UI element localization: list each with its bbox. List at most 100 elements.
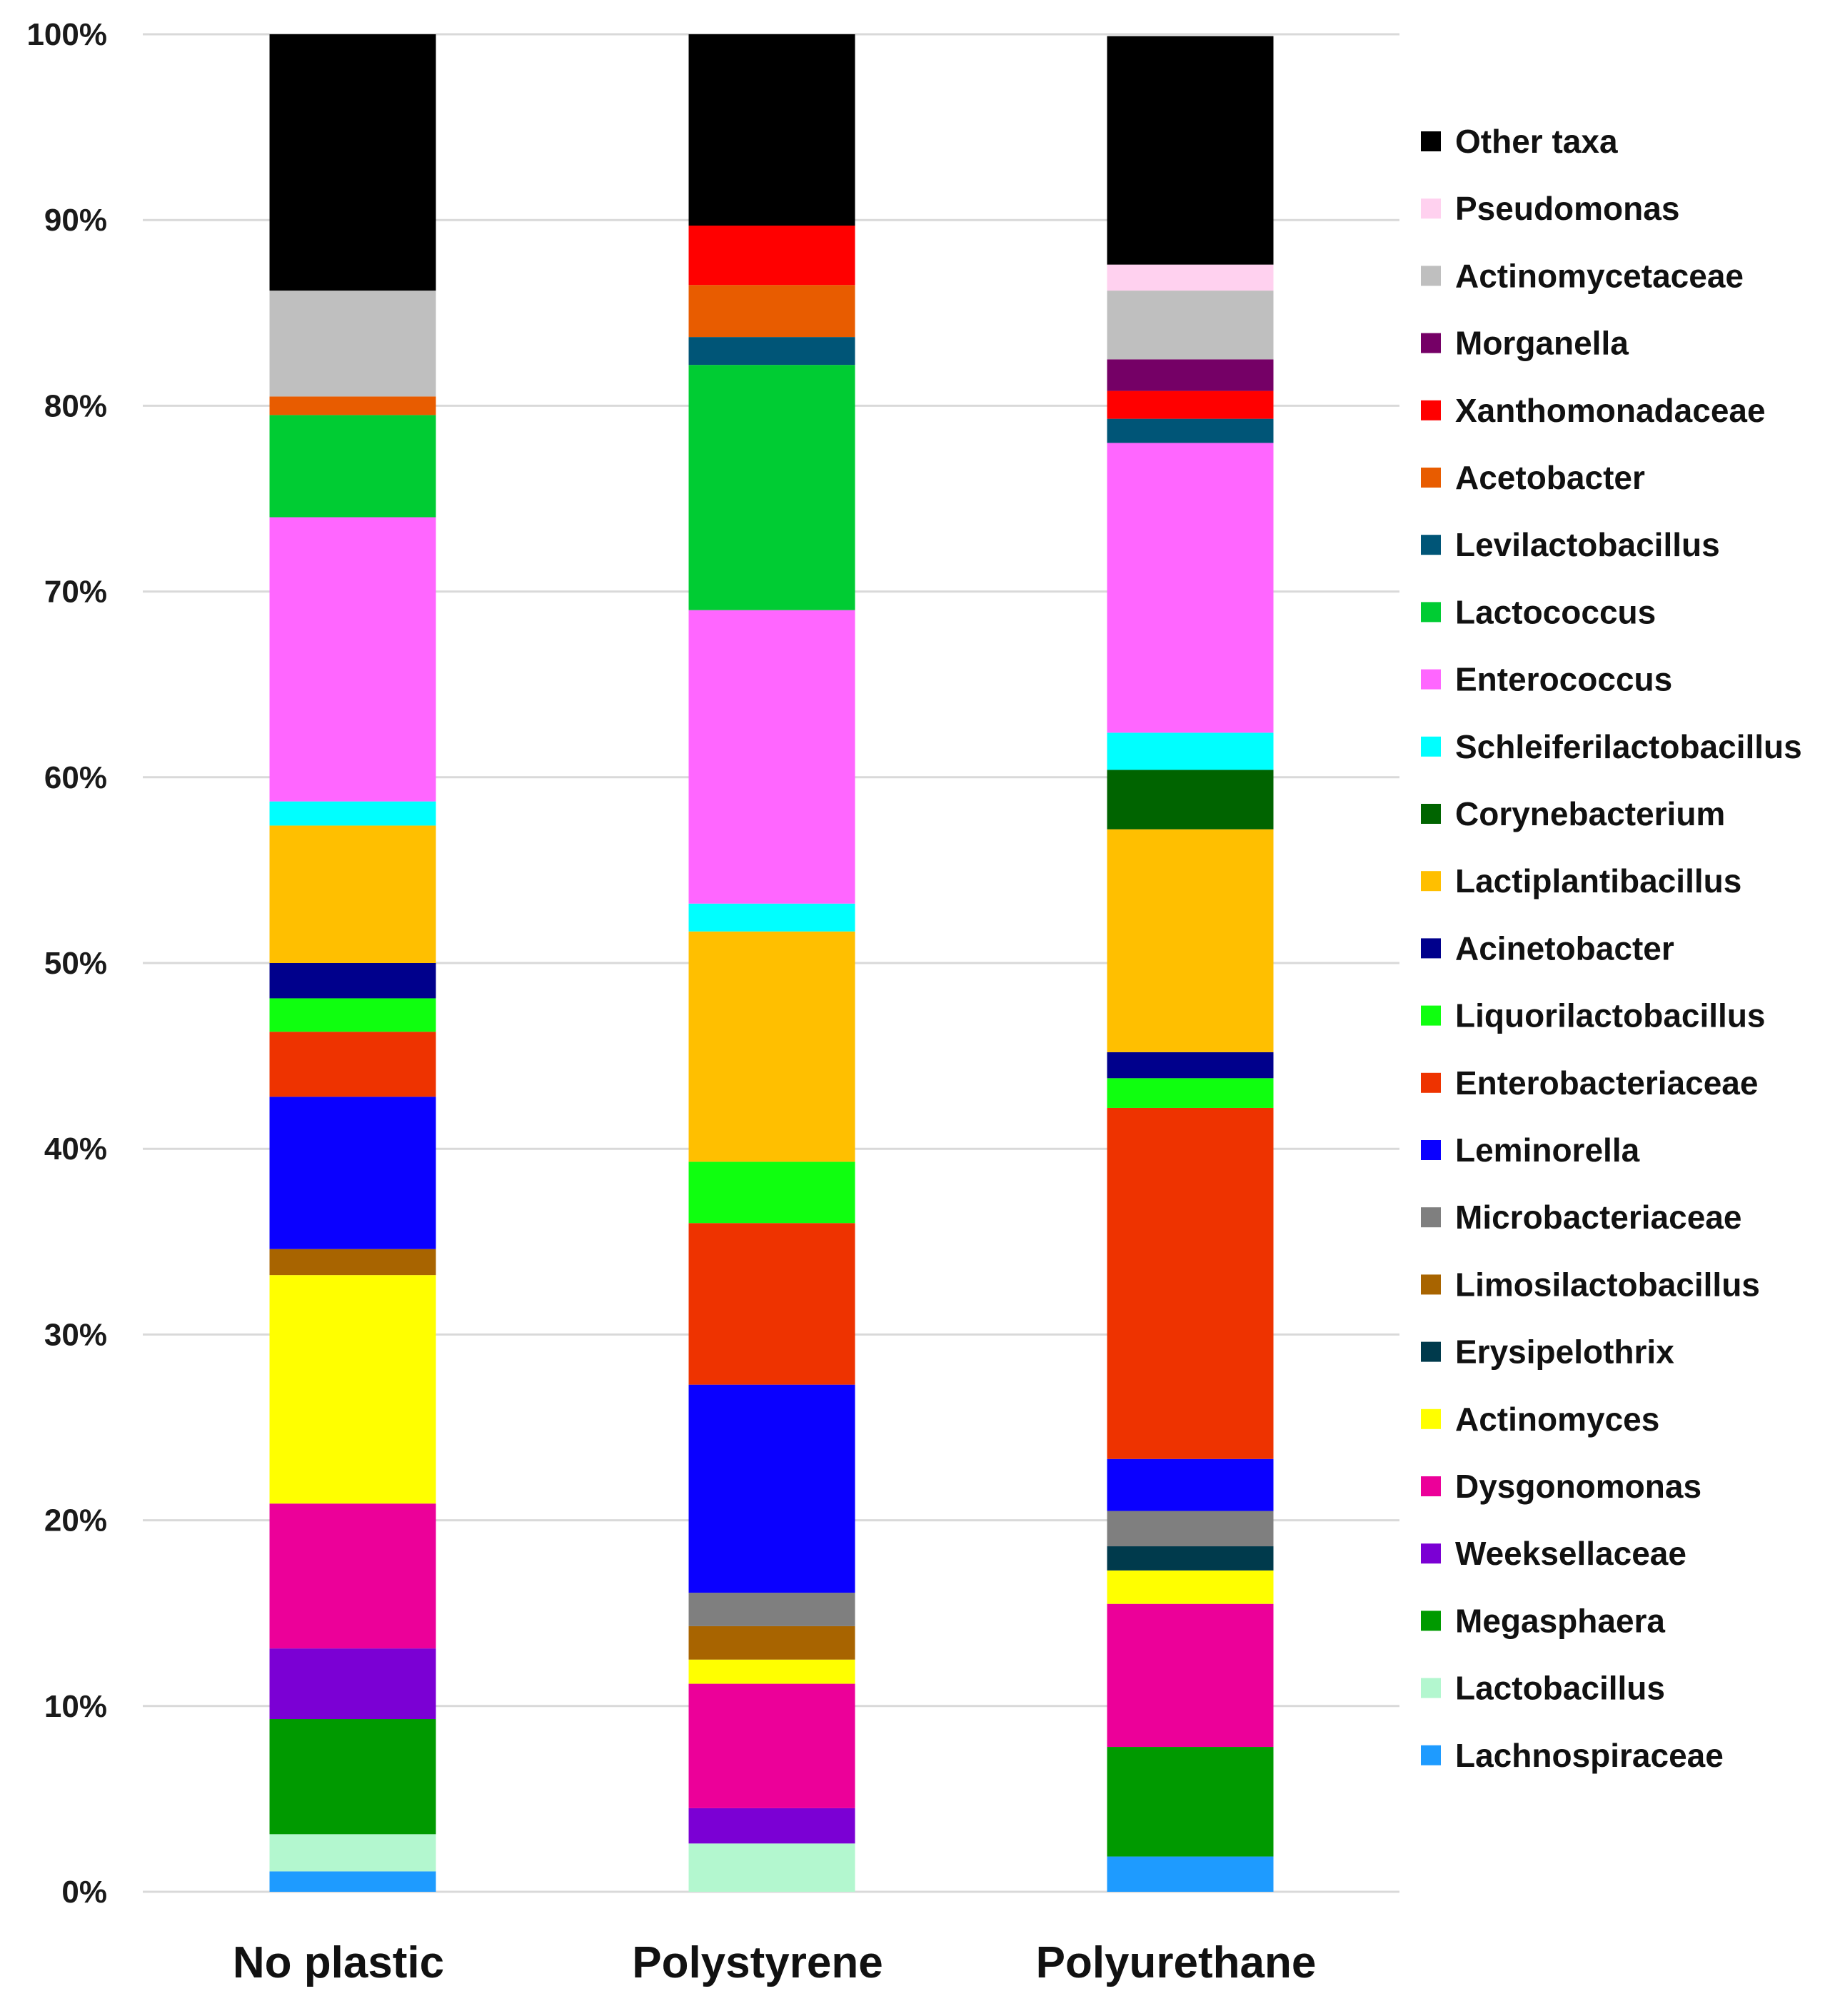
- bar-stack-polyurethane: [1107, 36, 1274, 1892]
- legend-swatch: [1421, 468, 1441, 488]
- legend-item: Pseudomonas: [1421, 190, 1679, 227]
- legend-item: Lactococcus: [1421, 593, 1656, 630]
- bar-segment-xanthomonadaceae: [688, 226, 855, 286]
- y-tick-label: 70%: [44, 575, 107, 610]
- bar-segment-leminorella: [688, 1384, 855, 1593]
- bar-segment-lactobacillus: [269, 1834, 436, 1872]
- bar-segment-limosilactobacillus: [688, 1626, 855, 1660]
- y-tick-label: 50%: [44, 946, 107, 981]
- legend-label: Dysgonomonas: [1455, 1468, 1701, 1505]
- legend-swatch: [1421, 669, 1441, 690]
- bar-segment-actinomyces: [688, 1659, 855, 1684]
- legend-item: Liquorilactobacillus: [1421, 997, 1766, 1034]
- bar-segment-pseudomonas: [1107, 264, 1274, 291]
- legend-label: Enterobacteriaceae: [1455, 1064, 1758, 1102]
- bar-segment-lactiplantibacillus: [688, 931, 855, 1162]
- legend-label: Levilactobacillus: [1455, 526, 1720, 563]
- legend-item: Corynebacterium: [1421, 795, 1725, 832]
- y-tick-label: 100%: [26, 17, 107, 52]
- bar-segment-microbacteriaceae: [1107, 1511, 1274, 1547]
- bar-segment-limosilactobacillus: [269, 1249, 436, 1276]
- legend-item: Lactiplantibacillus: [1421, 862, 1741, 899]
- bar-segment-liquorilactobacillus: [688, 1161, 855, 1224]
- legend-label: Corynebacterium: [1455, 795, 1725, 832]
- x-category-label: Polyurethane: [1036, 1938, 1317, 1987]
- legend-item: Acinetobacter: [1421, 929, 1674, 967]
- y-tick-label: 60%: [44, 760, 107, 795]
- y-axis-ticks: 0% 10% 20% 30% 40% 50% 60% 70% 80% 90% 100%: [26, 17, 107, 1910]
- legend-swatch: [1421, 1140, 1441, 1160]
- bar-segment-enterobacteriaceae: [269, 1032, 436, 1097]
- bar-segment-other-taxa: [269, 34, 436, 291]
- bar-segment-levilactobacillus: [1107, 418, 1274, 443]
- bar-segment-liquorilactobacillus: [269, 998, 436, 1032]
- legend-swatch: [1421, 1274, 1441, 1295]
- legend-label: Liquorilactobacillus: [1455, 997, 1766, 1034]
- x-axis-categories: No plastic Polystyrene Polyurethane: [233, 1938, 1317, 1987]
- legend-item: Leminorella: [1421, 1132, 1640, 1169]
- x-category-label: Polystyrene: [632, 1938, 883, 1987]
- legend-swatch: [1421, 736, 1441, 757]
- y-tick-label: 40%: [44, 1132, 107, 1166]
- legend-swatch: [1421, 1072, 1441, 1093]
- legend-swatch: [1421, 602, 1441, 623]
- legend-swatch: [1421, 871, 1441, 892]
- legend-item: Actinomyces: [1421, 1401, 1659, 1438]
- bar-segment-dysgonomonas: [1107, 1603, 1274, 1748]
- bar-segment-enterococcus: [269, 517, 436, 802]
- legend-label: Erysipelothrix: [1455, 1334, 1674, 1371]
- legend-swatch: [1421, 1678, 1441, 1698]
- legend-item: Enterobacteriaceae: [1421, 1064, 1758, 1102]
- legend-swatch: [1421, 1476, 1441, 1496]
- bar-segment-weeksellaceae: [688, 1808, 855, 1844]
- legend-swatch: [1421, 1005, 1441, 1026]
- legend-label: Leminorella: [1455, 1132, 1640, 1169]
- legend-label: Lachnospiraceae: [1455, 1737, 1724, 1774]
- legend-swatch: [1421, 804, 1441, 824]
- legend-swatch: [1421, 1341, 1441, 1362]
- legend-item: Microbacteriaceae: [1421, 1199, 1741, 1236]
- legend-item: Levilactobacillus: [1421, 526, 1720, 563]
- bars: [269, 34, 1274, 1892]
- bar-stack-polystyrene: [688, 34, 855, 1892]
- legend-item: Acetobacter: [1421, 459, 1645, 496]
- legend-item: Morganella: [1421, 325, 1629, 362]
- bar-segment-xanthomonadaceae: [1107, 390, 1274, 419]
- legend-swatch: [1421, 266, 1441, 286]
- bar-segment-lactococcus: [269, 415, 436, 518]
- y-tick-label: 20%: [44, 1503, 107, 1538]
- bar-segment-lactiplantibacillus: [269, 825, 436, 963]
- legend-label: Lactobacillus: [1455, 1670, 1665, 1707]
- bar-segment-lactococcus: [688, 365, 855, 610]
- legend-label: Morganella: [1455, 325, 1629, 362]
- legend-label: Lactococcus: [1455, 593, 1656, 630]
- bar-segment-liquorilactobacillus: [1107, 1078, 1274, 1108]
- legend-label: Other taxa: [1455, 123, 1618, 160]
- bar-segment-leminorella: [269, 1097, 436, 1249]
- legend-swatch: [1421, 1611, 1441, 1631]
- legend-swatch: [1421, 938, 1441, 959]
- bar-segment-enterococcus: [688, 610, 855, 904]
- bar-segment-lachnospiraceae: [1107, 1856, 1274, 1892]
- bar-segment-other-taxa: [1107, 36, 1274, 265]
- bar-segment-erysipelothrix: [1107, 1546, 1274, 1571]
- legend-item: Actinomycetaceae: [1421, 257, 1744, 294]
- legend-label: Megasphaera: [1455, 1602, 1665, 1639]
- bar-segment-weeksellaceae: [269, 1648, 436, 1720]
- legend-label: Pseudomonas: [1455, 190, 1679, 227]
- y-tick-label: 80%: [44, 388, 107, 423]
- bar-segment-lachnospiraceae: [269, 1871, 436, 1892]
- bar-segment-actinomyces: [1107, 1570, 1274, 1604]
- legend-item: Limosilactobacillus: [1421, 1266, 1760, 1303]
- bar-segment-leminorella: [1107, 1458, 1274, 1511]
- y-tick-label: 0%: [61, 1875, 107, 1910]
- legend-item: Xanthomonadaceae: [1421, 392, 1766, 429]
- bar-segment-schleiferilactobacillus: [688, 903, 855, 932]
- bar-segment-megasphaera: [269, 1719, 436, 1835]
- legend-label: Xanthomonadaceae: [1455, 392, 1766, 429]
- legend-swatch: [1421, 400, 1441, 420]
- legend-swatch: [1421, 1745, 1441, 1765]
- y-tick-label: 30%: [44, 1317, 107, 1352]
- bar-segment-lactobacillus: [688, 1843, 855, 1892]
- bar-segment-enterobacteriaceae: [688, 1223, 855, 1385]
